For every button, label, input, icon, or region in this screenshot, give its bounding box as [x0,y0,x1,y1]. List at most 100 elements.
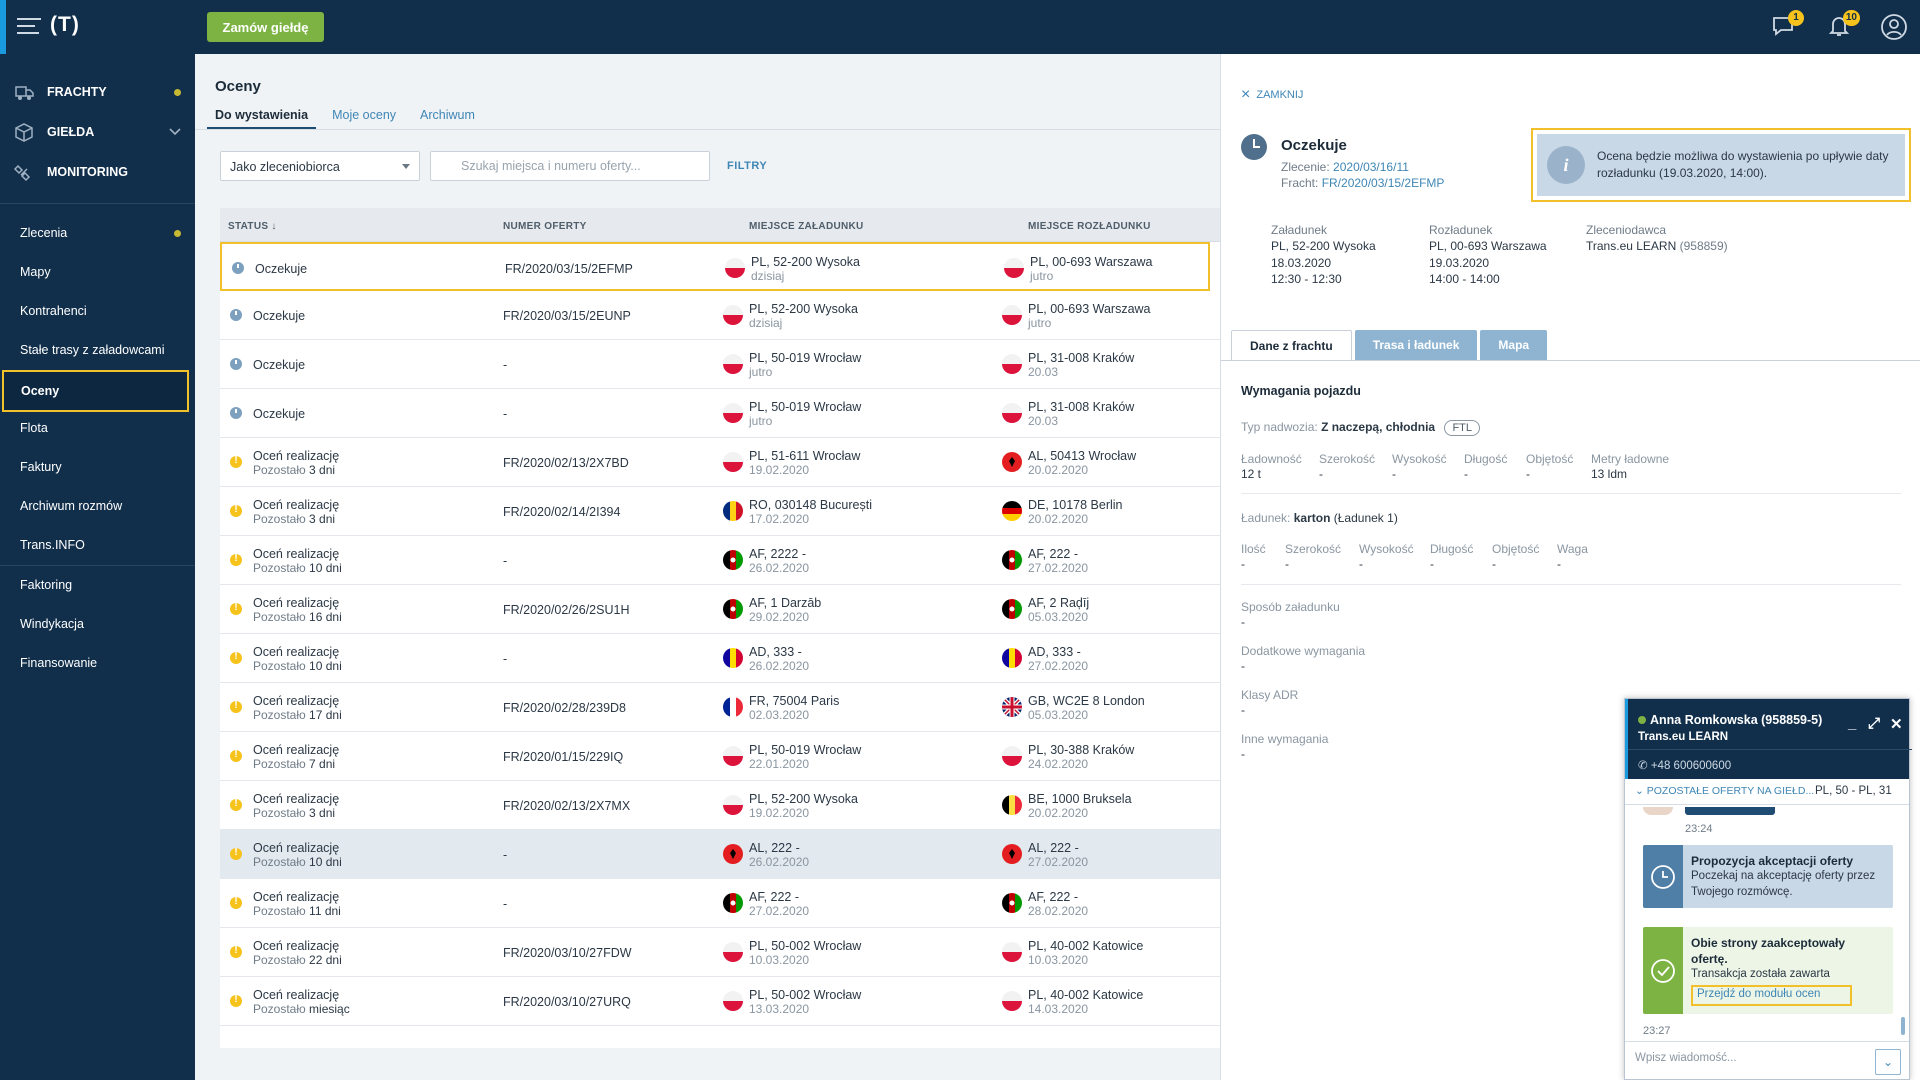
messages-icon[interactable]: 1 [1770,10,1804,41]
sidebar-item-fleet[interactable]: Flota [0,409,195,447]
unloading-place: AF, 222 - [1028,889,1079,904]
offer-number: FR/2020/03/15/2EUNP [503,308,631,323]
chat-phone[interactable]: ✆ +48 600600600 [1638,758,1731,772]
unloading-date: 27.02.2020 [1028,658,1089,673]
ratings-main: Oceny Do wystawienia Moje oceny Archiwum… [195,54,1220,1080]
panel-status: Oczekuje [1281,137,1347,154]
order-exchange-button[interactable]: Zamów giełdę [207,12,324,42]
sidebar-item-label: Archiwum rozmów [20,499,123,513]
loading-place: PL, 50-019 Wrocław [749,742,862,757]
status-text: Oczekuje [255,261,308,276]
status-cell: Oczekuje [253,340,305,389]
unloading-place: PL, 00-693 Warszawa [1030,254,1153,269]
offer-number: - [503,847,508,862]
minimize-icon[interactable]: _ [1848,715,1857,732]
loading-place: PL, 52-200 Wysoka [749,791,858,806]
tab-my-ratings[interactable]: Moje oceny [332,108,397,122]
go-to-ratings-link[interactable]: Przejdź do modułu ocen [1691,984,1853,1007]
sidebar-item-label: Finansowanie [20,656,98,670]
status-cell: Oceń realizację Pozostało 16 dni [253,585,342,634]
loading-cell: FR, 75004 Paris 02.03.2020 [723,683,839,732]
status-cell: Oceń realizację Pozostało 10 dni [253,634,342,683]
table-row[interactable]: Oczekuje - PL, 50-019 Wrocław jutro PL, … [220,389,1220,438]
clock-icon [230,407,242,419]
sidebar-item-invoices[interactable]: Faktury [0,448,195,486]
hamburger-menu-icon[interactable] [17,18,41,36]
column-status[interactable]: STATUS ↓ [228,221,277,232]
sidebar-item-debt-collection[interactable]: Windykacja [0,605,195,643]
tab-route-cargo[interactable]: Trasa i ładunek [1354,330,1478,360]
sidebar-item-factoring[interactable]: Faktoring [0,566,195,604]
other-offers-toggle[interactable]: ⌄ POZOSTAŁE OFERTY NA GIEŁD... PL, 50 - … [1625,779,1909,805]
chevron-down-icon[interactable]: ⌄ [1875,1049,1901,1075]
tab-archive[interactable]: Archiwum [420,108,475,122]
app-logo[interactable]: (T) [50,13,80,36]
sidebar-item-maps[interactable]: Mapy [0,253,195,291]
user-avatar-icon[interactable] [1880,13,1908,41]
remaining-value: 10 dni [309,658,342,673]
table-row[interactable]: Oczekuje FR/2020/03/15/2EUNP PL, 52-200 … [220,291,1220,340]
search-input[interactable] [430,151,710,181]
notifications-bell-icon[interactable]: 10 [1826,10,1860,41]
sidebar-item-fixed-routes[interactable]: Stałe trasy z załadowcami [0,331,195,369]
sidebar-item-financing[interactable]: Finansowanie [0,644,195,682]
loading-date: 26.02.2020 [749,560,810,575]
flag-pl-icon [723,795,743,815]
flag-pl-icon [1004,258,1024,278]
sidebar-item-label: Windykacja [20,617,84,631]
freight-link[interactable]: FR/2020/03/15/2EFMP [1321,176,1445,190]
sidebar-item-orders[interactable]: Zlecenia [0,214,195,252]
close-panel-button[interactable]: × ZAMKNIJ [1241,86,1303,104]
tab-freight-data[interactable]: Dane z frachtu [1231,330,1352,361]
expand-icon[interactable]: ⤢ [1868,715,1881,732]
sidebar-item-chat-archive[interactable]: Archiwum rozmów [0,487,195,525]
message-input[interactable] [1635,1052,1855,1064]
order-line: Zlecenie: 2020/03/16/11 [1281,160,1409,174]
chat-phone-number: +48 600600600 [1650,760,1732,772]
table-row[interactable]: Oczekuje - PL, 50-019 Wrocław jutro PL, … [220,340,1220,389]
table-row[interactable]: Oczekuje FR/2020/03/15/2EFMP PL, 52-200 … [220,242,1210,291]
filters-button[interactable]: FILTRY [727,160,768,172]
remaining-label: Pozostało [253,560,306,575]
tab-to-issue[interactable]: Do wystawienia [207,106,317,130]
unloading-cell: AD, 333 - 27.02.2020 [1002,634,1089,683]
unloading-cell: AL, 50413 Wrocław 20.02.2020 [1002,438,1136,487]
flag-gb-icon [1002,697,1022,717]
role-select[interactable]: Jako zleceniobiorca [220,151,420,181]
order-link[interactable]: 2020/03/16/11 [1333,160,1409,174]
sidebar-item-contractors[interactable]: Kontrahenci [0,292,195,330]
close-chat-icon[interactable]: ✕ [1890,716,1903,733]
field-label: Dodatkowe wymagania [1241,644,1366,658]
sidebar-item-ratings[interactable]: Oceny [2,370,189,412]
sidebar-item-trans-info[interactable]: Trans.INFO [0,526,195,564]
sidebar-main-label: MONITORING [47,165,129,179]
tab-map[interactable]: Mapa [1480,330,1548,360]
sidebar-main-freights[interactable]: FRACHTY [0,72,195,112]
chat-scrollbar[interactable] [1901,1017,1905,1035]
info-text: Ocena będzie możliwa do wystawienia po u… [1597,149,1889,180]
sidebar-main-exchange[interactable]: GIEŁDA [0,112,195,152]
clock-icon [230,309,242,321]
close-icon: × [1241,86,1251,103]
message-time: 23:27 [1643,1025,1671,1037]
loading-cell: AF, 222 - 27.02.2020 [723,879,809,928]
sidebar-main-monitoring[interactable]: MONITORING [0,152,195,192]
warning-icon [230,994,242,1007]
status-text: Oceń realizację [253,693,340,708]
status-text: Oceń realizację [253,889,340,904]
flag-de-icon [1002,501,1022,521]
unloading-place: DE, 10178 Berlin [1028,497,1123,512]
flag-af-icon [1002,599,1022,619]
